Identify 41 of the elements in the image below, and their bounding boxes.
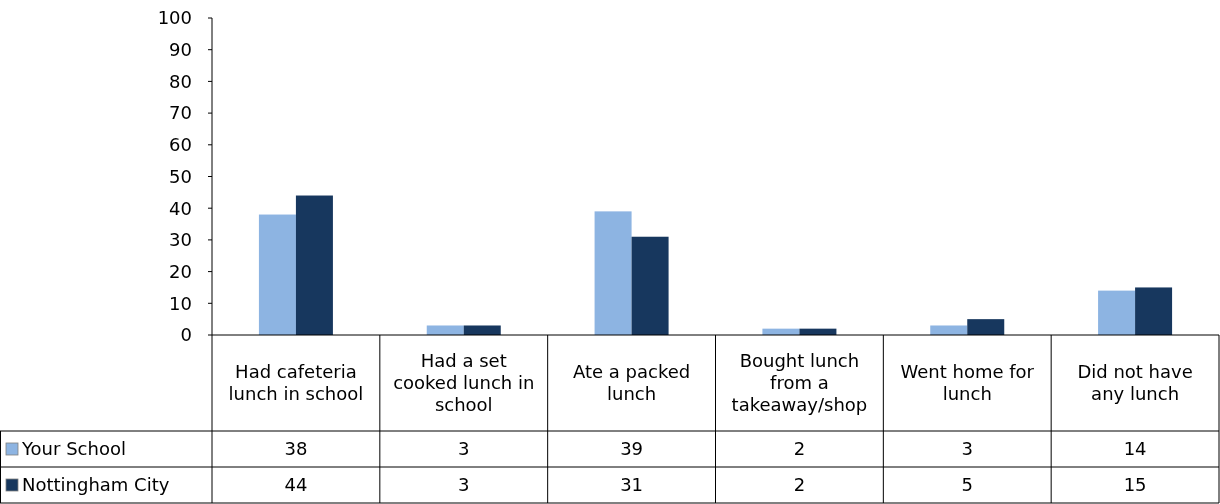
bar (463, 325, 501, 335)
data-label: 14 (1123, 438, 1147, 460)
data-label: 3 (458, 438, 470, 460)
bar (1135, 287, 1173, 335)
data-label: 38 (284, 438, 308, 460)
y-tick-label: 100 (157, 7, 192, 29)
x-tick-label: Did not have any lunch (1077, 361, 1193, 405)
x-tick-label: Went home for lunch (900, 361, 1035, 405)
x-tick-label: Had a set cooked lunch in school (393, 350, 535, 416)
y-tick-label: 0 (180, 324, 192, 346)
bar (967, 319, 1005, 335)
y-tick-label: 30 (169, 229, 192, 251)
y-tick-label: 20 (169, 260, 192, 282)
data-label: 2 (793, 474, 806, 496)
data-label: 44 (284, 474, 308, 496)
bar (594, 211, 632, 335)
bar (426, 325, 464, 335)
y-tick-label: 10 (169, 292, 192, 314)
y-tick-label: 40 (169, 197, 192, 219)
data-label: 3 (961, 438, 973, 460)
y-tick-label: 50 (169, 165, 192, 187)
bar (930, 325, 968, 335)
bar (295, 195, 333, 335)
bar (631, 236, 669, 335)
data-label: 39 (620, 438, 644, 460)
data-label: 31 (620, 474, 644, 496)
bar (258, 214, 296, 335)
legend-label: Your School (21, 438, 126, 460)
y-tick-label: 70 (169, 102, 192, 124)
y-tick-label: 90 (169, 39, 192, 60)
data-label: 15 (1123, 474, 1147, 496)
data-label: 2 (793, 438, 806, 460)
bar (1098, 290, 1136, 335)
x-tick-label: Bought lunch from a takeaway/shop (731, 350, 868, 416)
legend-label: Nottingham City (22, 474, 170, 496)
x-tick-label: Had cafeteria lunch in school (228, 361, 364, 405)
data-label: 5 (961, 474, 973, 496)
x-tick-label: Ate a packed lunch (572, 361, 691, 405)
y-tick-label: 80 (169, 70, 192, 92)
data-label: 3 (458, 474, 470, 496)
y-tick-label: 60 (169, 134, 192, 156)
